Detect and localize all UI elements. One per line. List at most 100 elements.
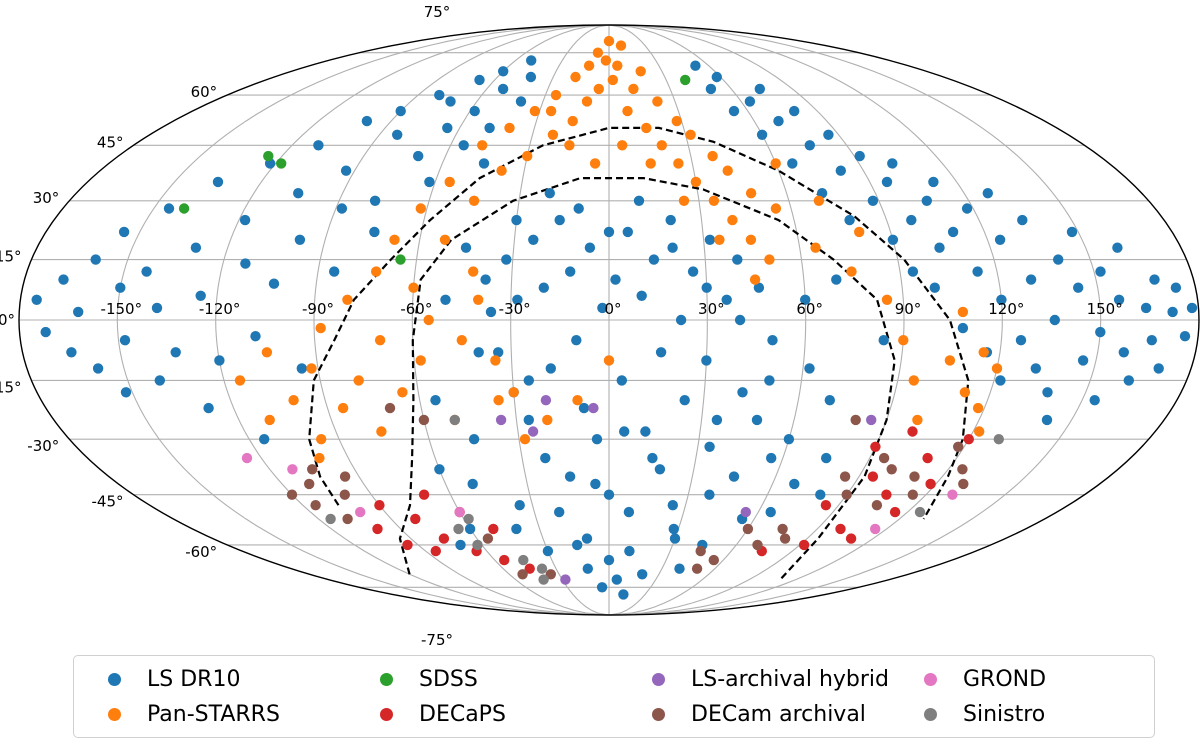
point-pan-starrs — [342, 294, 353, 305]
point-grond — [870, 523, 881, 535]
point-ls-dr10 — [961, 203, 973, 214]
point-ls-dr10 — [395, 105, 406, 117]
point-pan-starrs — [547, 129, 559, 140]
point-pan-starrs — [456, 335, 467, 346]
point-decam-archival — [957, 464, 968, 475]
point-ls-dr10 — [787, 158, 798, 169]
point-pan-starrs — [854, 226, 865, 238]
point-decaps — [499, 554, 510, 566]
point-ls-dr10 — [369, 195, 381, 206]
point-ls-archival-hybrid — [740, 506, 751, 518]
point-ls-dr10 — [154, 375, 165, 386]
point-decaps — [835, 523, 846, 535]
point-ls-dr10 — [906, 214, 917, 226]
legend-entry: DECaPS — [380, 699, 506, 729]
legend-marker — [652, 672, 665, 686]
longitude-tick-label: 90° — [895, 300, 922, 318]
point-decaps — [372, 523, 383, 535]
point-sinistro — [914, 506, 926, 518]
point-ls-dr10 — [1077, 355, 1089, 366]
point-ls-dr10 — [584, 242, 596, 253]
point-pan-starrs — [508, 387, 519, 398]
point-decam-archival — [545, 569, 556, 580]
point-ls-dr10 — [934, 242, 945, 253]
point-ls-dr10 — [212, 176, 224, 188]
point-ls-dr10 — [1042, 387, 1053, 398]
point-ls-dr10 — [647, 452, 658, 464]
point-pan-starrs — [306, 363, 317, 374]
point-sdss — [680, 74, 691, 86]
point-ls-dr10 — [92, 363, 104, 374]
point-ls-dr10 — [497, 83, 509, 95]
legend-marker — [924, 707, 937, 721]
point-ls-dr10 — [603, 226, 615, 238]
point-sinistro — [536, 563, 548, 574]
point-ls-dr10 — [881, 176, 893, 188]
point-sinistro — [449, 414, 460, 426]
point-ls-dr10 — [369, 226, 380, 238]
point-ls-dr10 — [1167, 306, 1178, 318]
point-pan-starrs — [522, 150, 533, 162]
longitude-tick-label: -120° — [199, 300, 241, 318]
point-pan-starrs — [972, 402, 984, 414]
legend-entry: LS DR10 — [108, 664, 240, 694]
point-ls-dr10 — [815, 489, 826, 500]
point-ls-dr10 — [58, 274, 69, 285]
point-pan-starrs — [974, 426, 985, 437]
point-sdss — [263, 150, 274, 162]
point-pan-starrs — [550, 89, 562, 101]
point-pan-starrs — [652, 96, 663, 107]
legend-marker — [380, 672, 393, 686]
tick-labels: -150° -120° -90° -60° -30° 0° 30° 60° 90° 120° 150… — [0, 3, 1123, 649]
point-ls-dr10 — [789, 478, 800, 490]
point-pan-starrs — [978, 347, 989, 358]
point-pan-starrs — [671, 115, 682, 127]
point-grond — [355, 506, 366, 518]
point-decam-archival — [384, 402, 396, 414]
point-ls-dr10 — [336, 203, 348, 214]
point-ls-dr10 — [1030, 363, 1042, 374]
point-ls-dr10 — [564, 471, 576, 482]
point-pan-starrs — [603, 355, 615, 366]
point-ls-dr10 — [434, 464, 445, 475]
legend-entry: DECam archival — [652, 699, 866, 729]
point-pan-starrs — [490, 355, 501, 366]
legend-entry: Sinistro — [924, 699, 1045, 729]
point-decaps — [845, 533, 857, 544]
point-decaps — [881, 489, 892, 500]
point-pan-starrs — [493, 395, 504, 406]
point-ls-dr10 — [1179, 331, 1191, 342]
point-ls-dr10 — [667, 500, 678, 511]
point-pan-starrs — [846, 266, 857, 277]
point-grond — [947, 489, 958, 500]
point-ls-dr10 — [582, 563, 593, 574]
point-pan-starrs — [944, 355, 956, 366]
point-ls-dr10 — [163, 203, 175, 214]
point-pan-starrs — [583, 60, 595, 71]
point-ls-dr10 — [804, 363, 815, 374]
point-decam-archival — [958, 478, 969, 490]
point-ls-dr10 — [526, 55, 537, 66]
point-pan-starrs — [439, 234, 451, 245]
legend-entry: Pan-STARRS — [108, 699, 280, 729]
point-ls-dr10 — [498, 66, 509, 77]
point-pan-starrs — [898, 335, 909, 346]
point-decaps — [418, 489, 430, 500]
point-ls-dr10 — [679, 395, 690, 406]
point-ls-dr10 — [1095, 266, 1106, 277]
point-pan-starrs — [708, 195, 720, 206]
point-ls-dr10 — [831, 274, 842, 285]
point-pan-starrs — [749, 274, 761, 285]
mollweide-sky-chart: -150° -120° -90° -60° -30° 0° 30° 60° 90° 120° 150… — [0, 3, 1200, 649]
point-ls-archival-hybrid — [866, 414, 877, 426]
point-ls-dr10 — [540, 452, 551, 464]
dashed-boundary-curve — [398, 177, 896, 581]
point-ls-dr10 — [523, 375, 534, 386]
longitude-tick-label: 0° — [604, 300, 621, 318]
point-pan-starrs — [745, 234, 757, 245]
point-ls-dr10 — [195, 290, 206, 301]
point-decaps — [907, 426, 918, 437]
point-pan-starrs — [607, 74, 618, 86]
point-ls-dr10 — [654, 464, 666, 475]
point-ls-dr10 — [624, 545, 635, 557]
